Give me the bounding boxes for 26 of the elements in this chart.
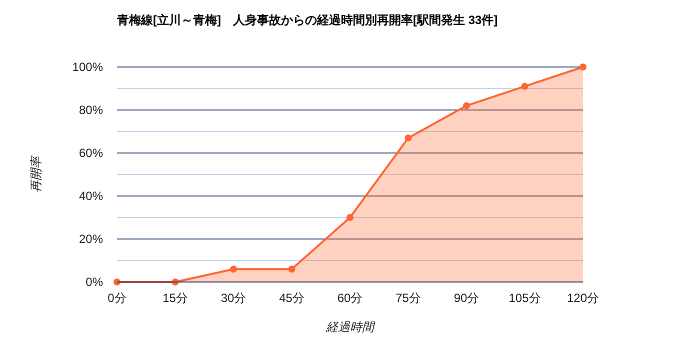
point <box>288 266 296 273</box>
y-tick-label: 100% <box>72 60 104 74</box>
y-tick-label: 80% <box>78 103 104 117</box>
x-tick-label: 15分 <box>162 291 188 305</box>
x-axis-title: 経過時間 <box>325 320 376 334</box>
x-tick-label: 60分 <box>337 291 363 305</box>
point <box>463 102 470 110</box>
x-tick-label: 0分 <box>108 291 126 305</box>
y-tick-label: 60% <box>78 146 104 160</box>
point <box>521 82 528 90</box>
y-axis-title: 再開率 <box>29 154 43 192</box>
point <box>580 64 586 70</box>
point <box>346 214 354 221</box>
chart-title: 青梅線[立川～青梅] 人身事故からの経過時間別再開率[駅間発生 33件] <box>116 13 498 27</box>
x-tick-label: 105分 <box>508 291 541 305</box>
y-tick-label: 0% <box>86 275 104 289</box>
x-tick-label: 120分 <box>566 291 600 305</box>
x-tick-label: 30分 <box>220 291 246 305</box>
y-tick-label: 40% <box>78 189 104 203</box>
y-tick-label: 20% <box>78 232 104 246</box>
x-tick-label: 75分 <box>396 291 421 305</box>
point <box>404 134 412 142</box>
point <box>230 266 237 273</box>
x-tick-label: 45分 <box>279 291 304 305</box>
point <box>114 278 120 286</box>
x-tick-label: 90分 <box>454 291 480 305</box>
